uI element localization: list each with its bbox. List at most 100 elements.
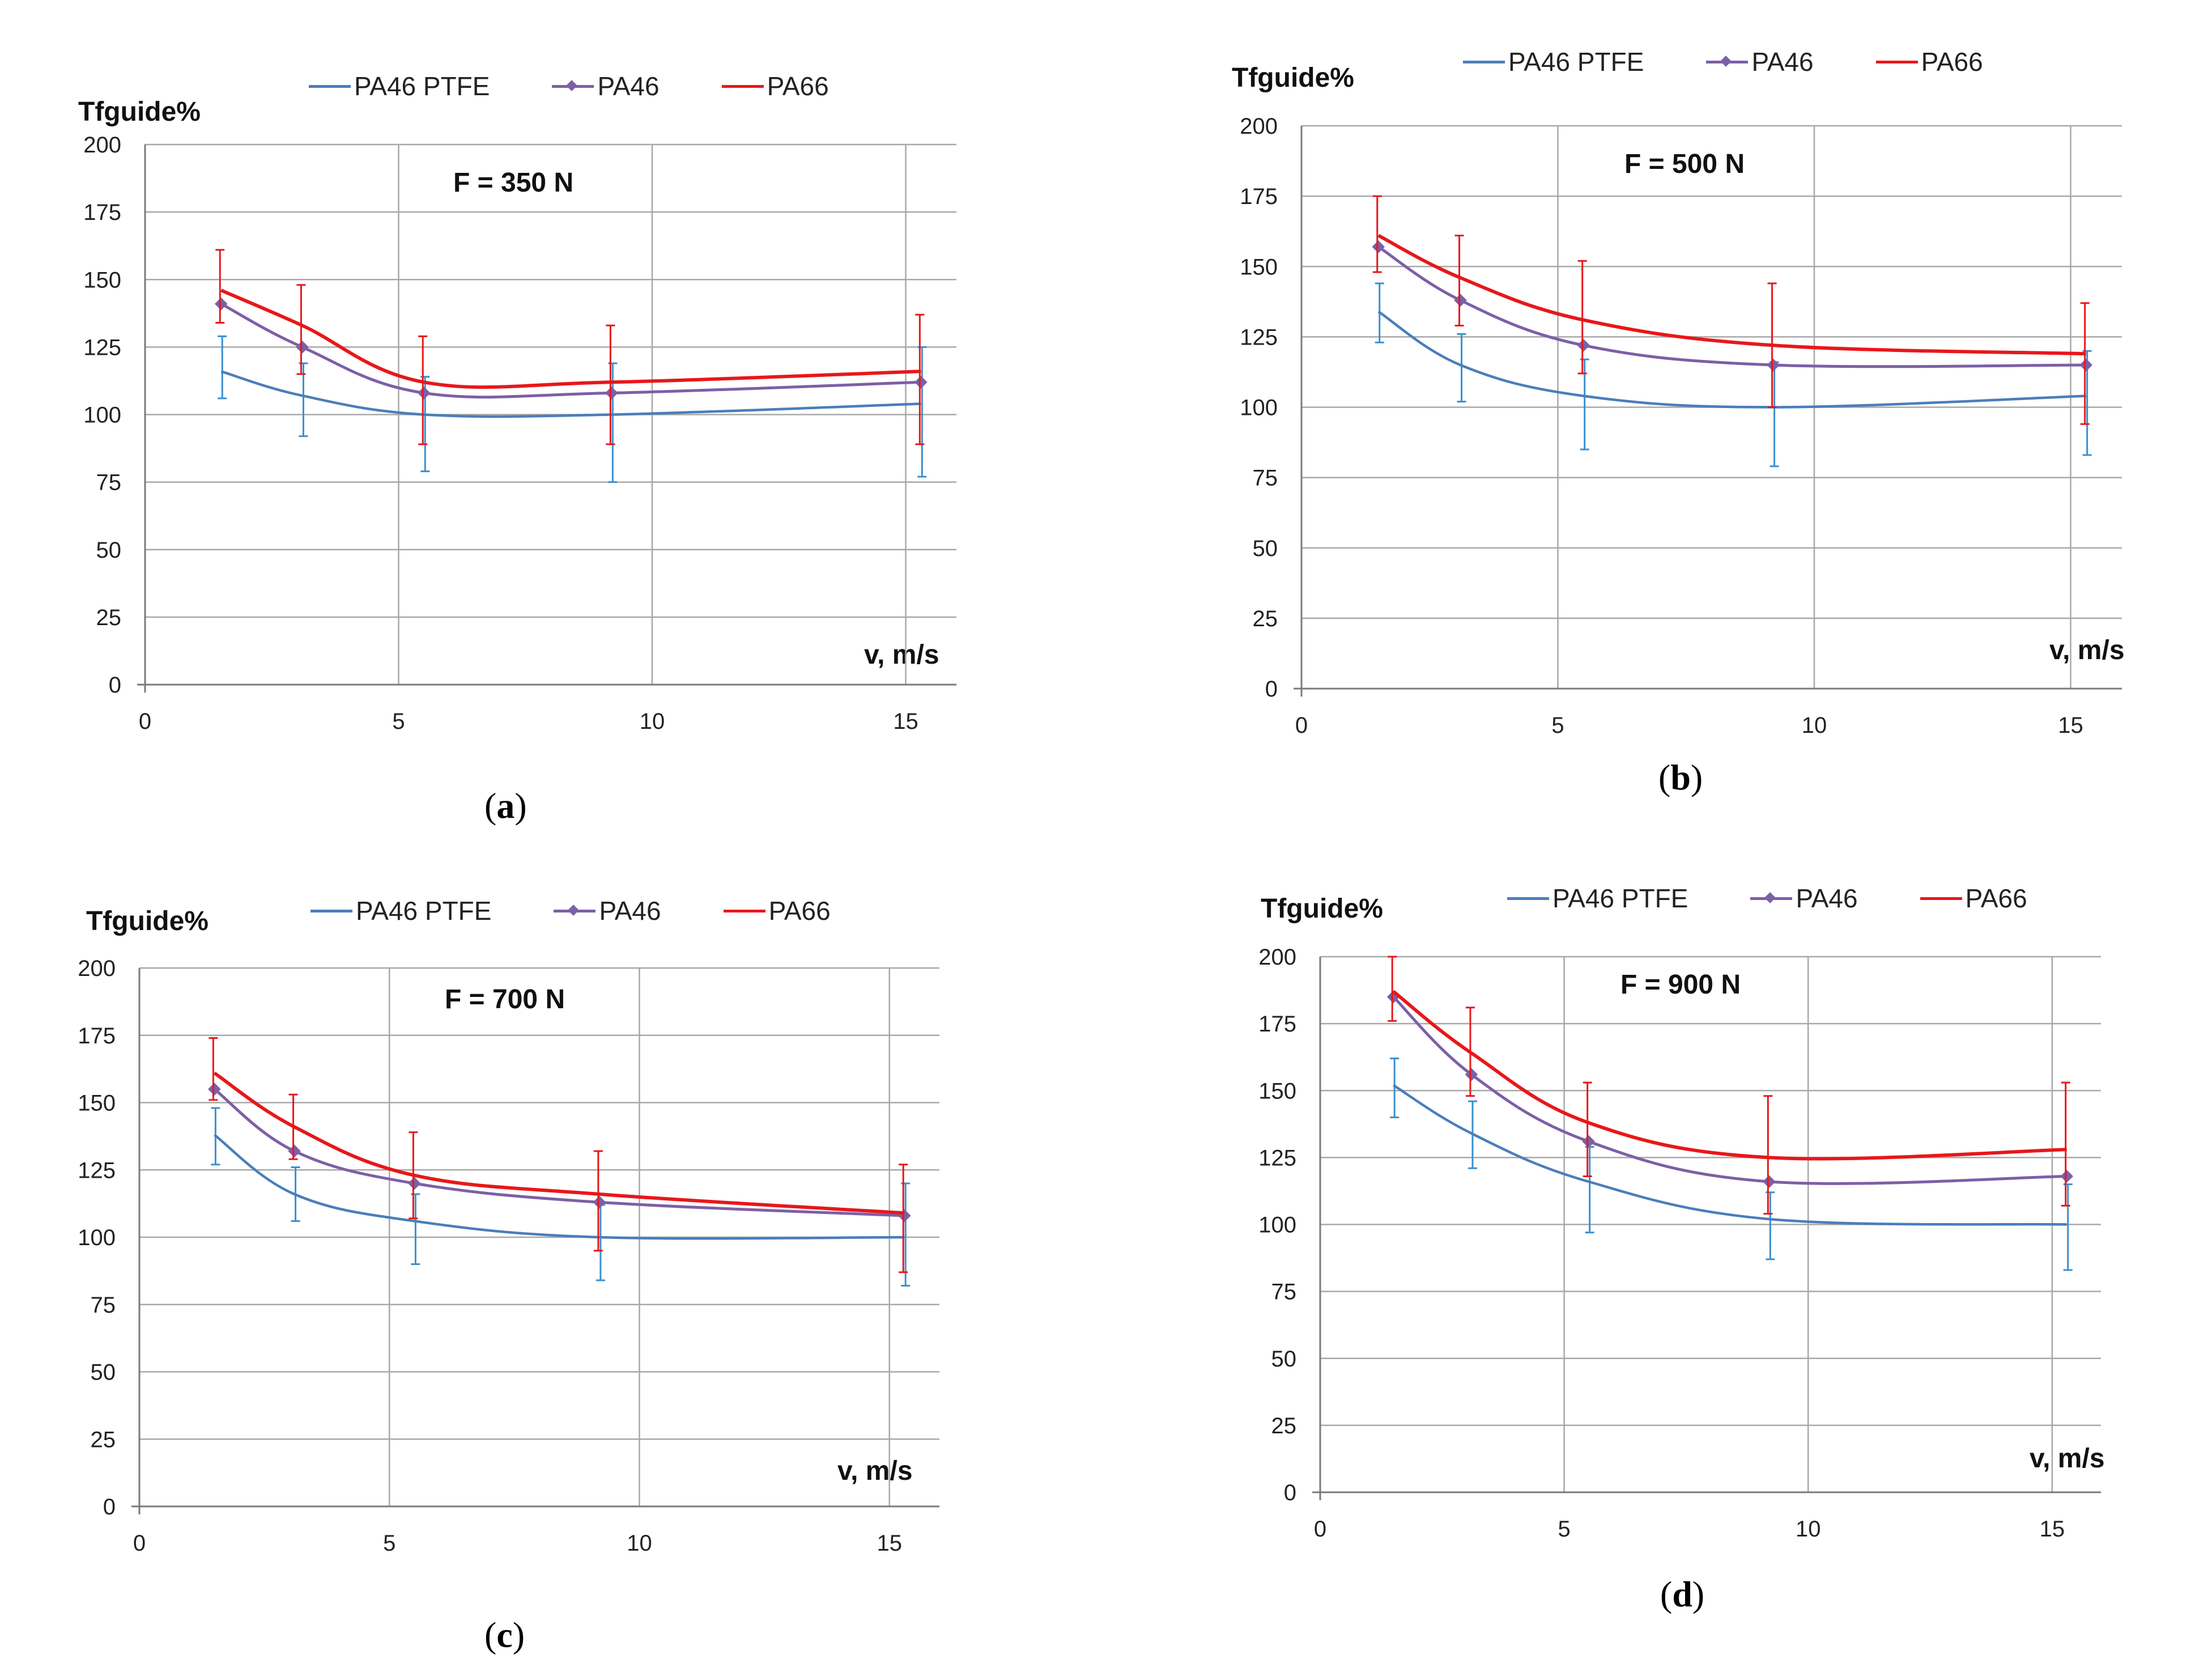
y-tick-label: 150 xyxy=(83,268,121,292)
y-tick-label: 125 xyxy=(1258,1145,1296,1170)
error-bar-pa66 xyxy=(899,1164,908,1274)
legend-item-pa66: PA66 xyxy=(723,895,831,926)
legend-item-pa66: PA66 xyxy=(721,71,829,101)
y-tick-label: 125 xyxy=(1240,325,1278,350)
error-bar-pa66 xyxy=(915,313,925,445)
panel-caption: (b) xyxy=(1658,757,1703,797)
x-tick-label: 0 xyxy=(139,709,151,734)
error-bar-pa46-ptfe xyxy=(595,1204,605,1281)
y-tick-label: 175 xyxy=(1240,184,1278,209)
data-point-pa46 xyxy=(408,1177,421,1190)
error-bar-pa66 xyxy=(1577,260,1587,375)
y-tick-label: 200 xyxy=(1258,945,1296,970)
y-axis-label: Tfguide% xyxy=(86,906,209,936)
panel-caption: (a) xyxy=(484,786,527,826)
legend: PA46 PTFE PA46 PA66 xyxy=(1507,883,2027,914)
data-point-pa46 xyxy=(288,1144,301,1158)
series-line-pa66 xyxy=(1392,990,2067,1161)
y-tick-label: 50 xyxy=(96,538,122,563)
y-tick-label: 50 xyxy=(91,1360,116,1385)
legend-swatch-pa46 xyxy=(552,79,594,91)
legend-label-pa46-ptfe: PA46 PTFE xyxy=(1508,47,1644,77)
data-point-pa46 xyxy=(593,1195,606,1209)
error-bar-pa66 xyxy=(606,324,615,445)
y-tick-label: 150 xyxy=(78,1091,116,1116)
x-tick-label: 5 xyxy=(1558,1517,1571,1542)
x-tick-label: 15 xyxy=(2058,713,2083,738)
legend-item-pa46-ptfe: PA46 PTFE xyxy=(310,895,491,926)
x-tick-label: 15 xyxy=(877,1531,903,1556)
legend: PA46 PTFE PA46 PA66 xyxy=(1463,46,1983,77)
legend-item-pa46: PA46 xyxy=(554,895,661,926)
legend-label-pa46-ptfe: PA46 PTFE xyxy=(1552,884,1688,913)
legend-label-pa66: PA66 xyxy=(768,896,831,926)
series-line-pa46-ptfe xyxy=(1393,1084,2067,1226)
legend-swatch-pa66 xyxy=(721,84,764,88)
data-point-pa46 xyxy=(1577,338,1590,352)
y-tick-label: 25 xyxy=(1271,1413,1297,1438)
series-line-pa46 xyxy=(213,1088,905,1217)
panel-caption: (c) xyxy=(484,1615,525,1655)
chart-title: F = 350 N xyxy=(453,168,574,198)
legend-label-pa46: PA46 xyxy=(1751,47,1814,77)
error-bar-pa66 xyxy=(1372,195,1382,273)
y-tick-label: 75 xyxy=(1271,1280,1297,1305)
x-tick-label: 0 xyxy=(1314,1517,1326,1542)
legend-swatch-pa46 xyxy=(1706,55,1749,67)
series-line-pa46-ptfe xyxy=(1377,310,2086,409)
y-tick-label: 200 xyxy=(83,133,121,158)
x-tick-label: 0 xyxy=(133,1531,146,1556)
y-axis-label: Tfguide% xyxy=(1261,894,1383,924)
y-tick-label: 125 xyxy=(78,1158,116,1183)
y-tick-label: 150 xyxy=(1240,254,1278,279)
legend-label-pa66: PA66 xyxy=(1965,884,2027,913)
error-bar-pa66 xyxy=(1388,956,1397,1022)
x-tick-label: 10 xyxy=(627,1531,652,1556)
x-axis-label: v, m/s xyxy=(837,1456,913,1486)
legend-swatch-pa46-ptfe xyxy=(310,909,352,912)
x-tick-label: 15 xyxy=(2040,1517,2065,1542)
error-bar-pa66 xyxy=(1583,1081,1592,1177)
series-line-pa46 xyxy=(1377,245,2086,368)
data-point-pa46 xyxy=(2079,358,2092,372)
legend-label-pa46: PA46 xyxy=(1796,884,1858,913)
chart-title: F = 900 N xyxy=(1620,970,1741,1000)
error-bar-pa66 xyxy=(1454,235,1464,327)
series-line-pa46-ptfe xyxy=(214,1134,905,1240)
error-bar-pa46-ptfe xyxy=(218,335,227,400)
legend-item-pa46: PA46 xyxy=(1750,883,1858,914)
y-tick-label: 150 xyxy=(1258,1079,1296,1103)
error-bar-pa66 xyxy=(215,249,225,324)
y-tick-label: 75 xyxy=(96,470,122,495)
error-bar-pa46-ptfe xyxy=(917,346,927,478)
data-point-pa46 xyxy=(605,387,618,400)
x-tick-label: 15 xyxy=(893,709,918,734)
y-tick-label: 50 xyxy=(1253,536,1278,561)
y-tick-label: 125 xyxy=(83,335,121,360)
plot-area: 0 25 50 75 100 125 150 175 200 0 5 10 15 xyxy=(1240,114,2122,738)
y-tick-label: 75 xyxy=(1253,466,1278,491)
y-tick-label: 100 xyxy=(1258,1213,1296,1238)
chart-panel-d: PA46 PTFE PA46 PA66 Tfguide% F = 900 N v… xyxy=(1106,832,2212,1664)
legend-label-pa66: PA66 xyxy=(1921,47,1983,77)
error-bar-pa66 xyxy=(2080,302,2090,425)
panel-caption: (d) xyxy=(1660,1574,1705,1614)
plot-area: 0 25 50 75 100 125 150 175 200 0 5 10 15 xyxy=(83,133,956,734)
data-point-pa46 xyxy=(2060,1170,2074,1183)
error-bar-pa66 xyxy=(418,335,428,445)
plot-area: 0 25 50 75 100 125 150 175 200 0 5 10 15 xyxy=(1258,945,2101,1542)
error-bar-pa66 xyxy=(209,1037,218,1101)
y-tick-label: 75 xyxy=(91,1293,116,1318)
legend-item-pa46: PA46 xyxy=(1706,46,1814,77)
chart-title: F = 500 N xyxy=(1624,149,1745,179)
legend-item-pa66: PA66 xyxy=(1920,883,2027,914)
x-tick-label: 5 xyxy=(1551,713,1564,738)
y-tick-label: 100 xyxy=(78,1225,116,1250)
x-tick-label: 5 xyxy=(392,709,405,734)
x-tick-label: 5 xyxy=(383,1531,395,1556)
legend: PA46 PTFE PA46 PA66 xyxy=(309,71,829,101)
data-point-pa46 xyxy=(914,376,928,389)
error-bar-pa46-ptfe xyxy=(411,1193,420,1265)
legend-swatch-pa46-ptfe xyxy=(309,84,351,88)
y-tick-label: 100 xyxy=(83,403,121,428)
